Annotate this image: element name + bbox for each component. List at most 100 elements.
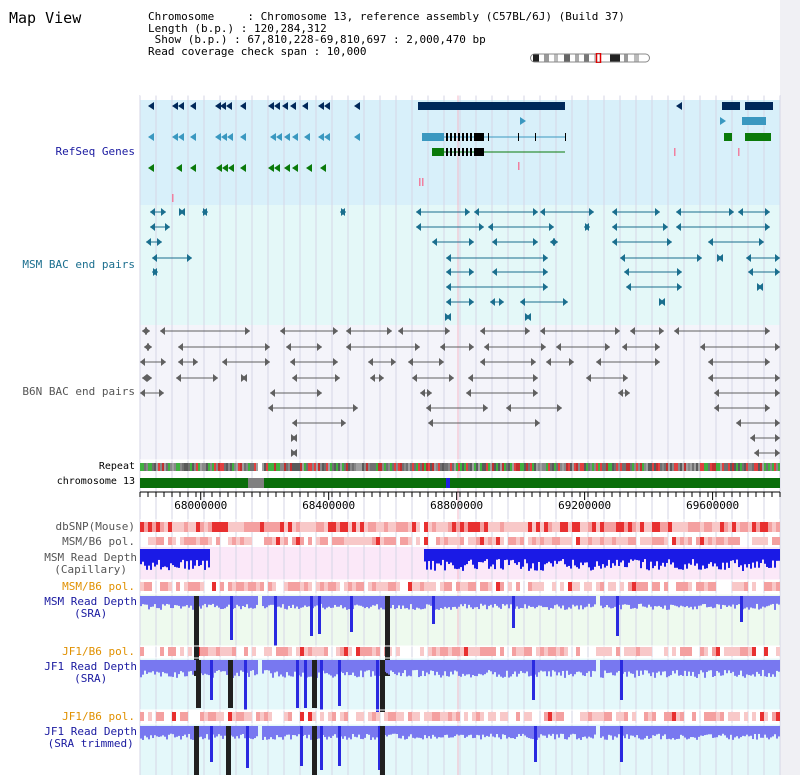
capillary-depth-bar bbox=[734, 549, 736, 564]
msm-b6-pol-bar bbox=[476, 537, 480, 545]
capillary-depth-bar bbox=[428, 549, 430, 562]
jf1-sra-depth-bar bbox=[148, 660, 150, 673]
jf1-b6-pol-bar bbox=[168, 647, 172, 656]
jf1-b6-pol-bar bbox=[672, 712, 676, 721]
repeat-element bbox=[264, 463, 266, 471]
repeat-element bbox=[212, 463, 214, 471]
msm-sra-depth-bar bbox=[550, 596, 552, 608]
repeat-element bbox=[650, 463, 652, 471]
msm-b6-pol-bar bbox=[244, 537, 248, 545]
repeat-element bbox=[252, 463, 254, 471]
gene-arrow bbox=[676, 102, 682, 110]
jf1-trimmed-depth-bar bbox=[416, 726, 418, 738]
chromosome-ideogram[interactable] bbox=[530, 53, 650, 63]
jf1-sra-depth-bar bbox=[712, 660, 714, 677]
msm-bac-pair-end bbox=[446, 268, 451, 276]
jf1-b6-pol-bar bbox=[740, 647, 744, 656]
jf1-sra-depth-bar bbox=[760, 660, 762, 677]
jf1-b6-pol-bar bbox=[428, 647, 432, 656]
b6n-bac-pair-end bbox=[480, 358, 485, 366]
jf1-trimmed-depth-bar bbox=[202, 726, 204, 740]
msm-b6-pol-bar bbox=[316, 582, 320, 591]
jf1-b6-pol-bar bbox=[728, 712, 732, 721]
jf1-sra-depth-bar bbox=[554, 660, 556, 672]
jf1-b6-pol-bar bbox=[764, 712, 768, 721]
capillary-depth-bar bbox=[672, 549, 674, 563]
dbsnp-bar bbox=[500, 522, 504, 532]
msm-sra-depth-bar bbox=[188, 596, 190, 608]
gene-arrow bbox=[148, 133, 154, 141]
capillary-depth-bar bbox=[586, 549, 588, 563]
msm-b6-pol-bar bbox=[456, 582, 460, 591]
jf1-sra-depth-bar bbox=[742, 660, 744, 677]
jf1-b6-pol-label-2: JF1/B6 pol. bbox=[62, 710, 135, 723]
repeat-element bbox=[394, 463, 396, 471]
jf1-sra-depth-bar bbox=[722, 660, 724, 676]
jf1-b6-pol-bar bbox=[244, 647, 248, 656]
repeat-element bbox=[686, 463, 688, 471]
repeat-element bbox=[486, 463, 488, 471]
gene-arrow bbox=[216, 164, 222, 172]
repeat-element bbox=[274, 463, 276, 471]
capillary-depth-bar bbox=[158, 549, 160, 560]
msm-sra-depth-bar bbox=[666, 596, 668, 610]
axis-tick-label: 68800000 bbox=[430, 499, 483, 512]
jf1-b6-pol-bar bbox=[232, 647, 236, 656]
jf1-sra-depth-bar bbox=[408, 660, 410, 676]
jf1-b6-pol-bar bbox=[608, 647, 612, 656]
jf1-sra-depth-bar bbox=[398, 660, 400, 673]
jf1-trimmed-depth-bar bbox=[548, 726, 550, 735]
jf1-trimmed-depth-bar bbox=[438, 726, 440, 738]
jf1-sra-depth-bar bbox=[486, 660, 488, 673]
jf1-b6-pol-bar bbox=[480, 712, 484, 721]
repeat-element bbox=[374, 463, 376, 471]
capillary-depth-bar bbox=[768, 549, 770, 568]
jf1-sra-depth-bar bbox=[494, 660, 496, 673]
msm-sra-depth-bar bbox=[644, 596, 646, 607]
repeat-element bbox=[670, 463, 672, 471]
jf1-sra-depth-bar bbox=[748, 660, 750, 676]
jf1-trimmed-depth-bar bbox=[376, 726, 378, 738]
msm-sra-depth-bar bbox=[172, 596, 174, 609]
dbsnp-track bbox=[140, 522, 780, 721]
repeat-element bbox=[522, 463, 524, 471]
repeat-element bbox=[490, 463, 492, 471]
msm-b6-pol-bar bbox=[160, 582, 164, 591]
capillary-depth-bar bbox=[552, 549, 554, 567]
capillary-depth-bar bbox=[452, 549, 454, 566]
b6n-bac-pair-end bbox=[533, 374, 538, 382]
jf1-sra-depth-bar bbox=[402, 660, 404, 674]
jf1-trimmed-depth-bar-spike bbox=[534, 726, 537, 762]
jf1-b6-pol-bar bbox=[252, 647, 256, 656]
repeat-element bbox=[318, 463, 320, 471]
jf1-b6-pol-bar bbox=[632, 712, 636, 721]
jf1-sra-depth-bar bbox=[746, 660, 748, 675]
gene-block bbox=[722, 102, 740, 110]
jf1-b6-pol-bar bbox=[228, 647, 232, 656]
jf1-b6-pol-bar bbox=[668, 712, 672, 721]
repeat-element bbox=[202, 463, 204, 471]
exon bbox=[462, 148, 464, 156]
jf1-b6-pol-bar bbox=[596, 712, 600, 721]
jf1-b6-pol-bar bbox=[760, 712, 764, 721]
msm-sra-depth-bar bbox=[702, 596, 704, 605]
axis-tick-label: 69200000 bbox=[558, 499, 611, 512]
repeat-element bbox=[636, 463, 638, 471]
capillary-depth-bar bbox=[750, 549, 752, 569]
capillary-depth-bar bbox=[614, 549, 616, 566]
jf1-b6-pol-bar bbox=[428, 712, 432, 721]
msm-sra-depth-bar bbox=[588, 596, 590, 604]
dbsnp-bar bbox=[572, 522, 576, 532]
repeat-element bbox=[464, 463, 466, 471]
repeat-element bbox=[542, 463, 544, 471]
jf1-sra-depth-bar bbox=[252, 660, 254, 671]
jf1-trimmed-depth-bar bbox=[464, 726, 466, 738]
exon bbox=[565, 133, 566, 141]
b6n-bac-pair-end bbox=[449, 374, 454, 382]
msm-b6-pol-bar bbox=[740, 582, 744, 591]
msm-sra-depth-bar bbox=[612, 596, 614, 609]
msm-b6-pol-bar bbox=[720, 537, 724, 545]
msm-b6-pol-bar bbox=[152, 537, 156, 545]
msm-b6-pol-bar bbox=[348, 537, 352, 545]
